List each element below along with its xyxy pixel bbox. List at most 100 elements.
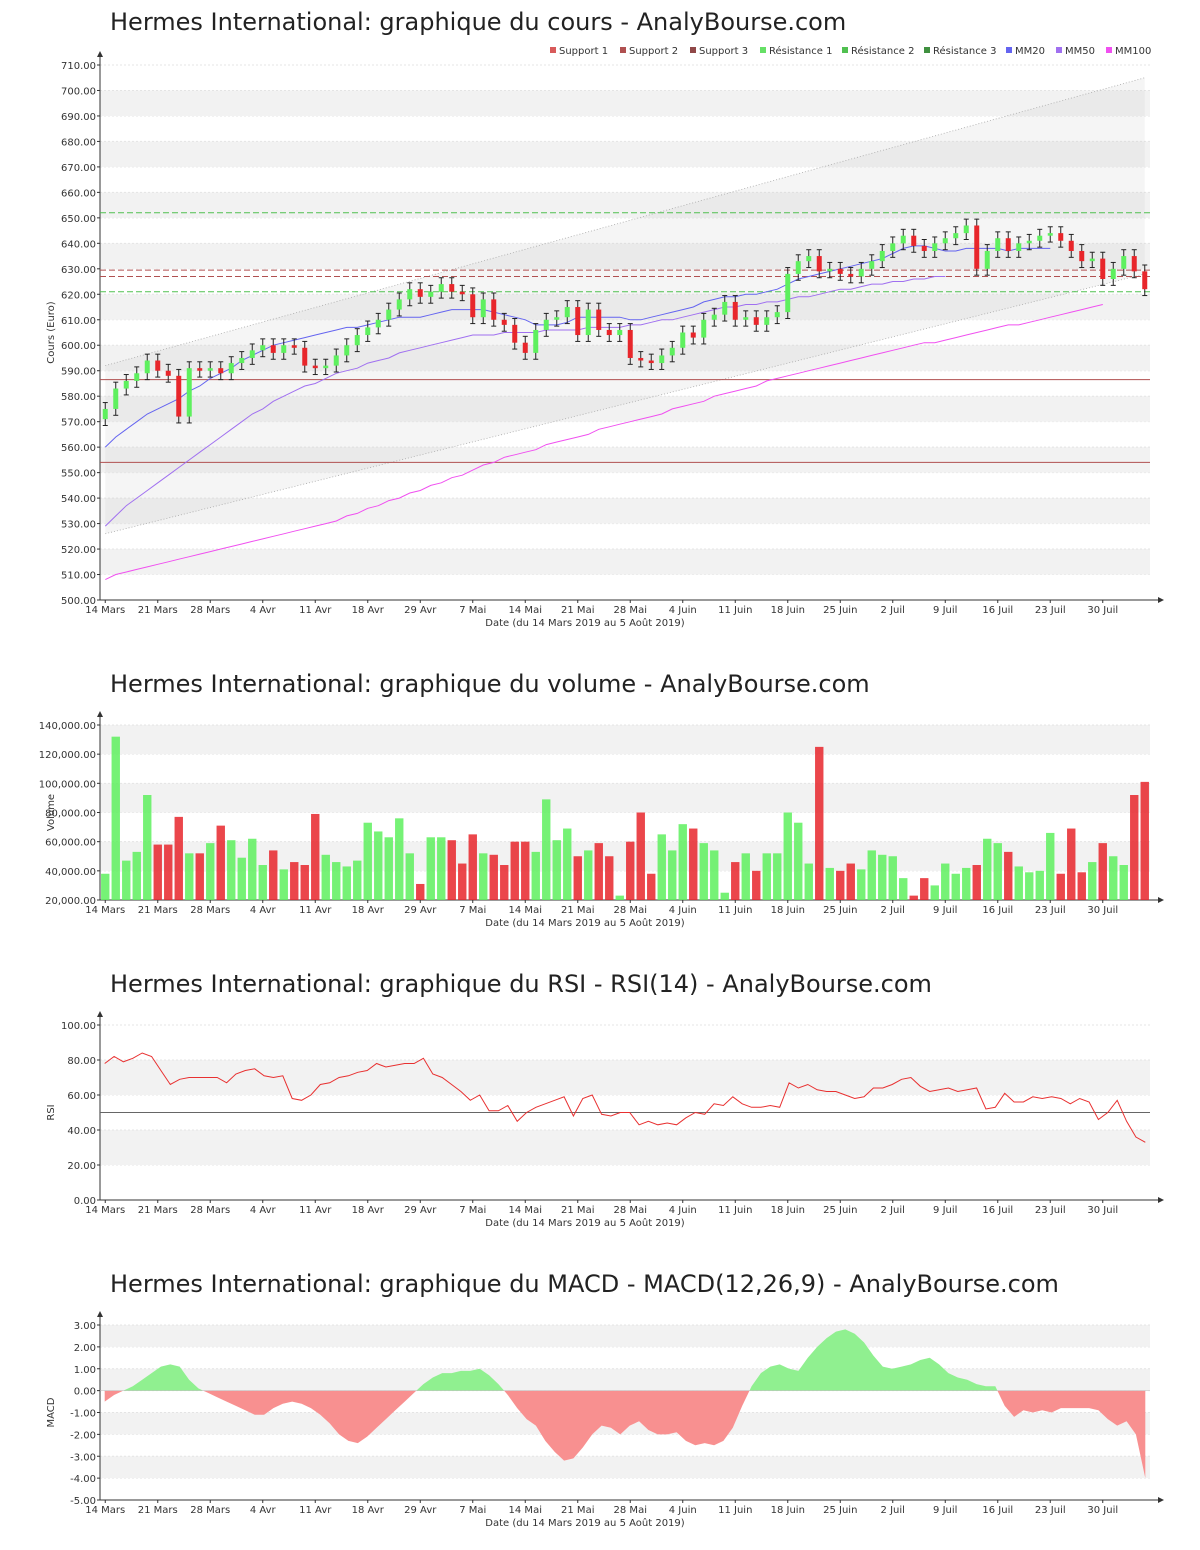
price-chart-title: Hermes International: graphique du cours… bbox=[110, 8, 847, 36]
volume-bar bbox=[972, 865, 981, 900]
price-y-tick-label: 580.00 bbox=[61, 392, 96, 403]
volume-bar bbox=[699, 843, 708, 900]
candle bbox=[638, 357, 644, 361]
volume-y-tick-label: 80,000.00 bbox=[45, 809, 96, 820]
macd-x-tick-label: 18 Juin bbox=[771, 1505, 805, 1516]
price-y-tick-label: 650.00 bbox=[61, 214, 96, 225]
volume-bar bbox=[941, 863, 950, 900]
candle bbox=[165, 370, 171, 376]
candle bbox=[1068, 240, 1074, 251]
rsi-y-tick-label: 40.00 bbox=[67, 1126, 96, 1137]
candle bbox=[1131, 256, 1137, 272]
legend-swatch bbox=[924, 47, 930, 53]
price-x-tick-label: 7 Mai bbox=[459, 605, 486, 616]
candle bbox=[1058, 233, 1064, 241]
price-x-tick-label: 29 Avr bbox=[404, 605, 437, 616]
volume-bar bbox=[773, 853, 782, 900]
legend-item: MM20 bbox=[1015, 46, 1045, 57]
candle bbox=[144, 360, 150, 374]
volume-bar bbox=[153, 844, 162, 900]
candle bbox=[774, 312, 780, 318]
legend-swatch bbox=[550, 47, 556, 53]
macd-y-tick-label: -2.00 bbox=[70, 1430, 96, 1441]
rsi-x-tick-label: 11 Avr bbox=[299, 1205, 332, 1216]
price-x-tick-label: 11 Avr bbox=[299, 605, 332, 616]
rsi-x-tick-label: 28 Mai bbox=[614, 1205, 647, 1216]
volume-bar bbox=[216, 825, 225, 900]
rsi-chart-title: Hermes International: graphique du RSI -… bbox=[110, 970, 932, 998]
macd-x-axis-label: Date (du 14 Mars 2019 au 5 Août 2019) bbox=[485, 1517, 684, 1529]
price-y-tick-label: 710.00 bbox=[61, 61, 96, 72]
legend-swatch bbox=[760, 47, 766, 53]
macd-x-tick-label: 14 Mars bbox=[85, 1505, 125, 1516]
volume-bar bbox=[584, 850, 593, 900]
candle bbox=[365, 327, 371, 336]
candle bbox=[491, 299, 497, 320]
volume-bar bbox=[1088, 862, 1097, 900]
candle bbox=[1142, 271, 1148, 290]
rsi-x-tick-label: 7 Mai bbox=[459, 1205, 486, 1216]
macd-y-tick-label: 2.00 bbox=[74, 1343, 96, 1354]
candle bbox=[218, 368, 224, 374]
rsi-y-tick-label: 0.00 bbox=[74, 1196, 96, 1207]
price-y-tick-label: 570.00 bbox=[61, 418, 96, 429]
volume-bar bbox=[111, 736, 120, 900]
candle bbox=[386, 309, 392, 320]
volume-bar bbox=[132, 851, 141, 900]
candle bbox=[785, 273, 791, 313]
volume-bar bbox=[993, 843, 1002, 900]
macd-negative-area bbox=[104, 1390, 124, 1402]
volume-bar bbox=[1035, 870, 1044, 900]
candle bbox=[302, 347, 308, 366]
volume-bar bbox=[983, 838, 992, 900]
volume-bar bbox=[1056, 873, 1065, 900]
volume-x-tick-label: 14 Mars bbox=[85, 905, 125, 916]
volume-bar bbox=[594, 843, 603, 900]
volume-x-tick-label: 11 Avr bbox=[299, 905, 332, 916]
candle bbox=[438, 284, 444, 292]
volume-y-axis-label: Volume bbox=[46, 794, 57, 831]
candle bbox=[795, 261, 801, 274]
volume-bar bbox=[500, 865, 509, 900]
macd-negative-area bbox=[504, 1390, 750, 1461]
volume-x-axis-label: Date (du 14 Mars 2019 au 5 Août 2019) bbox=[485, 917, 684, 929]
volume-bar bbox=[1130, 795, 1139, 900]
volume-y-tick-label: 40,000.00 bbox=[45, 867, 96, 878]
volume-bar bbox=[920, 878, 929, 900]
candle bbox=[396, 299, 402, 310]
rsi-x-axis-label: Date (du 14 Mars 2019 au 5 Août 2019) bbox=[485, 1217, 684, 1229]
price-x-tick-label: 9 Juil bbox=[933, 605, 957, 616]
volume-bar bbox=[1067, 828, 1076, 900]
volume-bar bbox=[731, 862, 740, 900]
volume-x-tick-label: 28 Mai bbox=[614, 905, 647, 916]
price-y-tick-label: 600.00 bbox=[61, 341, 96, 352]
macd-x-tick-label: 11 Avr bbox=[299, 1505, 332, 1516]
candle bbox=[333, 355, 339, 366]
rsi-y-tick-label: 100.00 bbox=[61, 1021, 96, 1032]
candle bbox=[1100, 258, 1106, 279]
volume-bar bbox=[1004, 851, 1013, 900]
volume-bar bbox=[804, 863, 813, 900]
candle bbox=[869, 261, 875, 269]
volume-x-tick-label: 29 Avr bbox=[404, 905, 437, 916]
price-x-tick-label: 4 Avr bbox=[250, 605, 277, 616]
macd-chart-title: Hermes International: graphique du MACD … bbox=[110, 1270, 1059, 1298]
rsi-x-tick-label: 2 Juil bbox=[881, 1205, 905, 1216]
price-x-tick-label: 2 Juil bbox=[881, 605, 905, 616]
candle bbox=[617, 329, 623, 336]
candle bbox=[375, 319, 381, 328]
rsi-x-tick-label: 18 Juin bbox=[771, 1205, 805, 1216]
volume-bar bbox=[647, 873, 656, 900]
volume-bar bbox=[342, 866, 351, 900]
volume-x-tick-label: 7 Mai bbox=[459, 905, 486, 916]
volume-bar bbox=[458, 863, 467, 900]
volume-bar bbox=[269, 850, 278, 900]
price-x-tick-label: 14 Mai bbox=[509, 605, 542, 616]
macd-grid-band bbox=[100, 1325, 1150, 1347]
volume-grid-band bbox=[100, 783, 1150, 813]
candle bbox=[186, 368, 192, 417]
candle bbox=[711, 314, 717, 320]
macd-x-tick-label: 28 Mars bbox=[190, 1505, 230, 1516]
rsi-y-axis-label: RSI bbox=[46, 1104, 57, 1120]
price-y-tick-label: 590.00 bbox=[61, 367, 96, 378]
